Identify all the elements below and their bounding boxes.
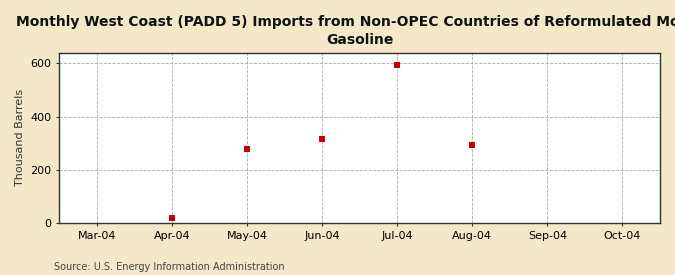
Title: Monthly West Coast (PADD 5) Imports from Non-OPEC Countries of Reformulated Moto: Monthly West Coast (PADD 5) Imports from…: [16, 15, 675, 47]
Y-axis label: Thousand Barrels: Thousand Barrels: [15, 89, 25, 186]
Text: Source: U.S. Energy Information Administration: Source: U.S. Energy Information Administ…: [54, 262, 285, 272]
